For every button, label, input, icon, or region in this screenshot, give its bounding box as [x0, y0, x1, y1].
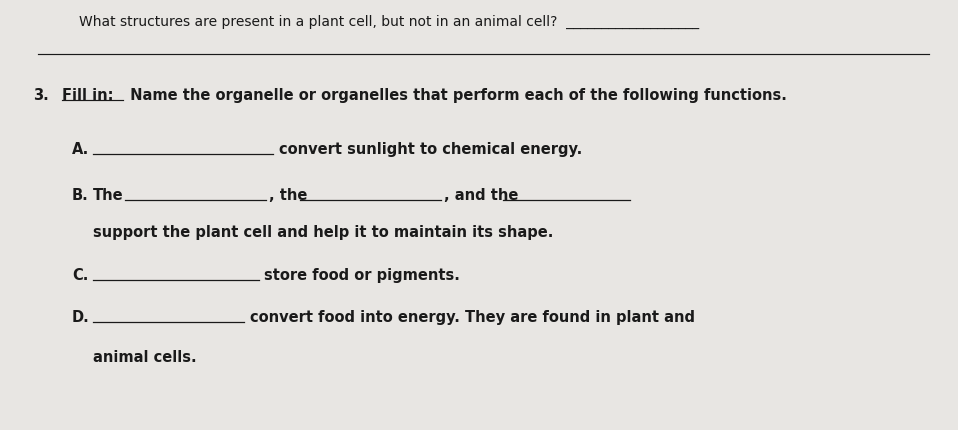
Text: B.: B. [72, 187, 88, 203]
Text: convert food into energy. They are found in plant and: convert food into energy. They are found… [250, 309, 696, 324]
Text: 3.: 3. [34, 88, 49, 103]
Text: Name the organelle or organelles that perform each of the following functions.: Name the organelle or organelles that pe… [125, 88, 787, 103]
Text: The: The [93, 187, 124, 203]
Text: , and the: , and the [444, 187, 518, 203]
Text: What structures are present in a plant cell, but not in an animal cell?  _______: What structures are present in a plant c… [79, 15, 698, 29]
Text: store food or pigments.: store food or pigments. [264, 267, 460, 283]
Text: animal cells.: animal cells. [93, 349, 196, 364]
Text: , the: , the [269, 187, 308, 203]
Text: D.: D. [72, 309, 90, 324]
Text: convert sunlight to chemical energy.: convert sunlight to chemical energy. [279, 141, 582, 157]
Text: C.: C. [72, 267, 88, 283]
Text: support the plant cell and help it to maintain its shape.: support the plant cell and help it to ma… [93, 224, 554, 240]
Text: A.: A. [72, 141, 89, 157]
Text: Fill in:: Fill in: [62, 88, 114, 103]
